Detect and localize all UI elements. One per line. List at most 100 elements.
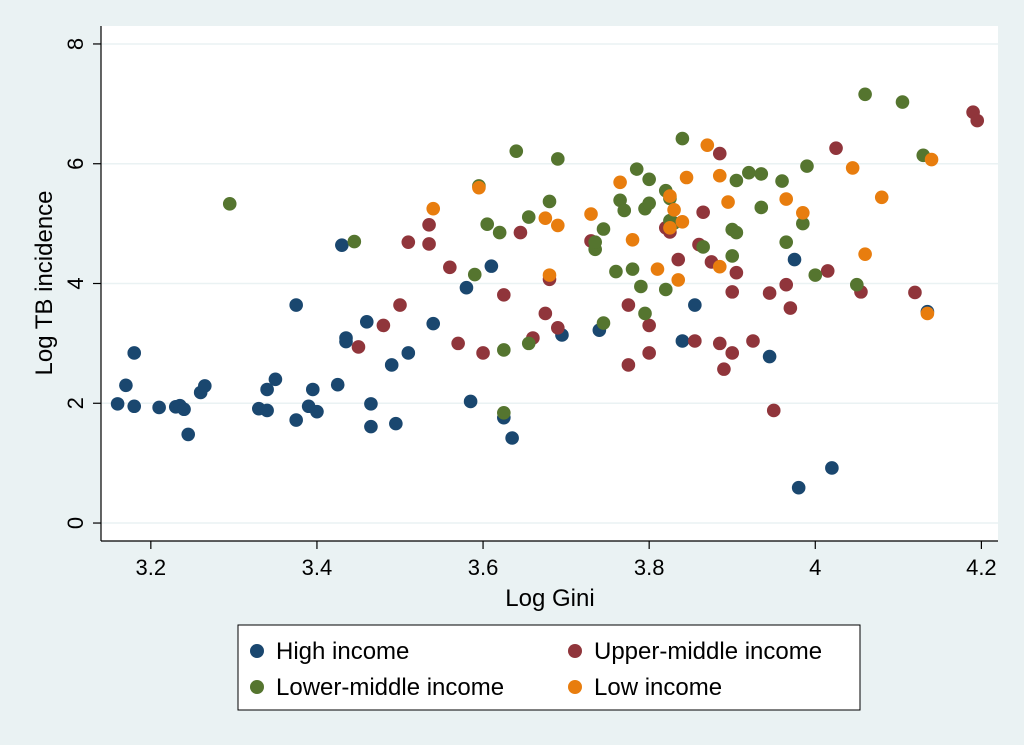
data-point-high-income — [177, 402, 191, 417]
data-point-lower-middle-income — [492, 225, 507, 240]
data-point-high-income — [152, 400, 166, 415]
legend-label: Low income — [594, 674, 722, 701]
x-tick-label: 3.6 — [468, 555, 499, 580]
data-point-low-income — [671, 273, 686, 287]
x-tick-label: 4 — [809, 555, 821, 580]
data-point-lower-middle-income — [779, 235, 794, 249]
data-point-low-income — [712, 168, 727, 183]
data-point-lower-middle-income — [347, 234, 362, 249]
data-point-high-income — [289, 298, 303, 312]
data-point-low-income — [920, 306, 935, 321]
x-tick-label: 3.8 — [634, 555, 665, 580]
data-point-lower-middle-income — [521, 210, 536, 224]
data-point-upper-middle-income — [779, 277, 794, 292]
data-point-lower-middle-income — [754, 167, 769, 181]
data-point-upper-middle-income — [671, 252, 686, 267]
x-axis-title: Log Gini — [505, 585, 594, 612]
data-point-high-income — [762, 349, 777, 364]
y-tick-label: 2 — [63, 397, 88, 409]
data-point-high-income — [389, 416, 403, 431]
data-point-low-income — [551, 218, 565, 233]
data-point-high-income — [127, 346, 142, 360]
series-high-income — [110, 238, 935, 495]
legend-box — [237, 624, 861, 711]
y-tick-label: 4 — [63, 277, 88, 289]
data-point-upper-middle-income — [642, 346, 656, 360]
legend-marker — [250, 644, 264, 658]
x-tick-label: 3.4 — [302, 555, 333, 580]
data-point-high-income — [330, 377, 345, 392]
y-tick-label: 8 — [63, 38, 88, 50]
data-point-low-income — [584, 207, 598, 221]
data-point-lower-middle-income — [617, 203, 632, 218]
data-point-lower-middle-income — [696, 240, 710, 254]
legend-item-low-income: Low income — [568, 674, 722, 701]
data-point-lower-middle-income — [625, 262, 640, 276]
data-point-upper-middle-income — [621, 358, 636, 372]
data-point-upper-middle-income — [422, 218, 436, 232]
data-point-upper-middle-income — [908, 285, 922, 300]
data-point-upper-middle-income — [538, 306, 553, 321]
data-point-high-income — [268, 372, 283, 387]
data-point-high-income — [426, 316, 441, 331]
legend-item-upper-middle-income: Upper-middle income — [568, 638, 822, 665]
data-point-lower-middle-income — [596, 316, 611, 330]
series-lower-middle-income — [222, 87, 931, 420]
data-point-low-income — [679, 170, 694, 185]
data-point-lower-middle-income — [754, 200, 769, 215]
data-point-lower-middle-income — [796, 216, 810, 231]
data-point-low-income — [650, 262, 665, 276]
data-point-low-income — [613, 175, 627, 190]
data-point-lower-middle-income — [480, 217, 495, 232]
data-point-high-income — [335, 238, 349, 252]
data-point-upper-middle-income — [783, 301, 798, 315]
data-point-upper-middle-income — [393, 298, 407, 312]
data-point-upper-middle-income — [497, 288, 511, 302]
data-point-upper-middle-income — [688, 334, 702, 348]
data-point-low-income — [796, 206, 810, 220]
data-point-high-income — [339, 334, 353, 349]
data-point-low-income — [667, 203, 681, 217]
x-tick-label: 3.2 — [136, 555, 167, 580]
legend: High income Upper-middle income Lower-midd… — [237, 624, 861, 711]
data-point-high-income — [364, 419, 378, 434]
data-point-lower-middle-income — [658, 282, 673, 297]
x-tick-label: 4.2 — [966, 555, 997, 580]
data-point-high-income — [289, 413, 303, 427]
data-point-lower-middle-income — [642, 172, 656, 187]
data-point-upper-middle-income — [725, 285, 740, 299]
legend-label: Lower-middle income — [276, 674, 504, 701]
legend-label: High income — [276, 638, 409, 665]
data-point-upper-middle-income — [712, 336, 727, 351]
data-point-high-income — [791, 480, 806, 495]
data-point-low-income — [700, 138, 715, 152]
data-point-high-income — [459, 280, 474, 295]
data-point-upper-middle-income — [820, 264, 835, 278]
y-tick-label: 6 — [63, 158, 88, 170]
data-point-high-income — [181, 427, 196, 442]
data-point-lower-middle-income — [497, 406, 511, 420]
data-point-low-income — [779, 192, 794, 206]
data-point-upper-middle-income — [696, 205, 710, 220]
y-tick-label: 0 — [63, 517, 88, 529]
data-point-upper-middle-income — [443, 260, 457, 275]
data-point-upper-middle-income — [551, 321, 565, 335]
data-point-low-income — [472, 180, 486, 195]
legend-marker — [568, 644, 582, 658]
data-point-lower-middle-income — [638, 306, 652, 321]
y-ticks: 0 2 4 6 8 — [63, 38, 101, 529]
legend-marker — [250, 680, 264, 694]
data-points — [110, 87, 985, 495]
data-point-upper-middle-income — [970, 113, 985, 128]
data-point-upper-middle-income — [642, 318, 656, 333]
data-point-lower-middle-income — [222, 197, 237, 211]
data-point-lower-middle-income — [509, 144, 524, 158]
data-point-low-income — [712, 259, 727, 274]
data-point-upper-middle-income — [712, 146, 727, 161]
legend-label: Upper-middle income — [594, 638, 822, 665]
data-point-upper-middle-income — [351, 340, 366, 354]
data-point-low-income — [625, 232, 640, 247]
legend-item-high-income: High income — [250, 638, 409, 665]
data-point-lower-middle-income — [775, 174, 789, 188]
data-point-low-income — [663, 221, 677, 235]
